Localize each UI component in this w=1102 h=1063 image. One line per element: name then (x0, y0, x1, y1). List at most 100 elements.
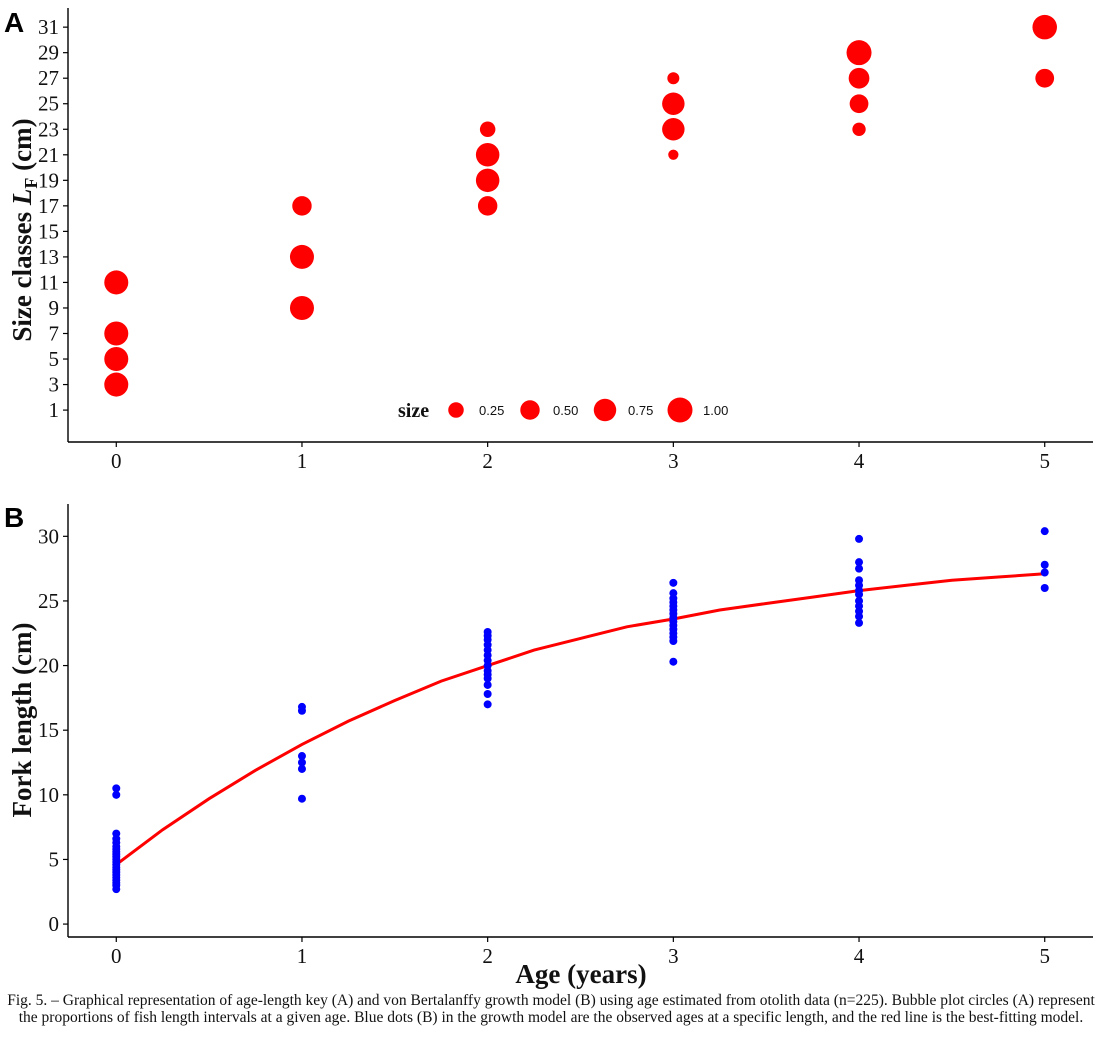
observed-point (297, 794, 306, 803)
panel-a-x-tick-label: 1 (297, 449, 308, 473)
panel-b-x-tick-label: 1 (297, 944, 308, 968)
legend-key (448, 402, 464, 418)
panel-a-x-tick-label: 0 (111, 449, 122, 473)
observed-point (112, 790, 121, 799)
panel-b-y-tick-label: 15 (38, 718, 59, 742)
bubble-point (849, 94, 869, 114)
observed-point (669, 657, 678, 666)
panel-b: B Fork length (cm) Age (years) 051015202… (4, 502, 1093, 989)
panel-a-y-tick-label: 25 (38, 92, 59, 116)
bubble-point (289, 295, 314, 320)
panel-a-y-tick-label: 15 (38, 219, 59, 243)
panel-b-dots (112, 527, 1049, 894)
chart-svg: A Size classes LF (cm) 13579111315171921… (4, 7, 1093, 989)
panel-a-y-title-unit: (cm) (7, 118, 37, 177)
panel-a-y-tick-label: 3 (49, 373, 60, 397)
observed-point (297, 758, 306, 767)
panel-b-y-tick-label: 25 (38, 589, 59, 613)
panel-a-y-title-italic: L (7, 189, 37, 207)
legend-label: 0.25 (479, 403, 504, 418)
panel-b-x-tick-label: 0 (111, 944, 122, 968)
observed-point (112, 784, 121, 793)
observed-point (483, 627, 492, 636)
panel-b-y-tick-label: 20 (38, 654, 59, 678)
figure-caption: Fig. 5. – Graphical representation of ag… (7, 992, 1095, 1026)
size-legend: size 0.25 0.50 0.75 1.00 (398, 397, 728, 423)
observed-point (855, 618, 864, 627)
observed-point (1040, 584, 1049, 593)
bubble-point (475, 143, 500, 167)
panel-a-y-tick-label: 23 (38, 117, 59, 141)
bubble-point (667, 72, 680, 85)
bubble-point (477, 196, 498, 216)
observed-point (855, 558, 864, 567)
observed-point (112, 829, 121, 838)
panel-b-y-axis-title: Fork length (cm) (7, 623, 37, 818)
panel-a-y-axis-title: Size classes LF (cm) (7, 118, 41, 341)
observed-point (483, 680, 492, 689)
observed-point (669, 578, 678, 587)
x-axis-title: Age (years) (515, 959, 646, 989)
panel-a-y-tick-label: 21 (38, 143, 59, 167)
observed-point (855, 596, 864, 605)
panel-a-y-tick-label: 17 (38, 194, 59, 218)
bubble-point (104, 347, 129, 372)
panel-b-x-tick-label: 5 (1039, 944, 1050, 968)
bubble-point (668, 149, 679, 160)
bubble-point (104, 321, 129, 346)
panel-a: A Size classes LF (cm) 13579111315171921… (4, 7, 1093, 473)
legend-key (593, 398, 617, 422)
panel-b-x-tick-label: 3 (668, 944, 679, 968)
bubble-point (104, 270, 129, 295)
observed-point (669, 589, 678, 598)
panel-a-y-tick-label: 7 (49, 322, 60, 346)
panel-b-label: B (4, 502, 24, 533)
panel-a-y-tick-label: 5 (49, 347, 60, 371)
legend-key (520, 400, 540, 420)
observed-point (855, 534, 864, 543)
bubble-point (289, 244, 314, 269)
panel-b-y-tick-label: 10 (38, 783, 59, 807)
panel-a-x-tick-label: 2 (482, 449, 493, 473)
panel-b-y-tick-label: 30 (38, 524, 59, 548)
panel-a-y-tick-label: 27 (38, 66, 59, 90)
growth-curve (115, 572, 1045, 866)
panel-a-bubbles (104, 14, 1057, 397)
bubble-point (104, 372, 129, 397)
panel-b-axes: 0 5 10 15 20 25 30 0 1 2 3 4 5 (38, 504, 1093, 968)
observed-point (1040, 568, 1049, 577)
observed-point (855, 564, 864, 573)
observed-point (483, 700, 492, 709)
legend-title: size (398, 400, 429, 422)
panel-a-y-tick-label: 19 (38, 168, 59, 192)
legend-label: 1.00 (703, 403, 728, 418)
observed-point (855, 576, 864, 585)
bubble-point (475, 168, 500, 193)
legend-label: 0.50 (553, 403, 578, 418)
panel-a-y-title-main: Size classes (7, 205, 37, 341)
panel-b-x-tick-label: 2 (482, 944, 493, 968)
bubble-point (1032, 14, 1057, 40)
panel-b-x-tick-label: 4 (854, 944, 865, 968)
bubble-point (662, 92, 685, 115)
observed-point (297, 752, 306, 761)
observed-point (1040, 560, 1049, 569)
panel-a-x-tick-label: 4 (854, 449, 865, 473)
legend-label: 0.75 (628, 403, 653, 418)
panel-a-y-tick-label: 11 (39, 270, 59, 294)
panel-a-y-tick-label: 31 (38, 15, 59, 39)
observed-point (483, 690, 492, 699)
bubble-point (848, 67, 870, 89)
panel-b-y-tick-label: 5 (49, 847, 60, 871)
panel-b-y-tick-label: 0 (49, 912, 60, 936)
bubble-point (1035, 68, 1055, 88)
panel-a-x-tick-label: 3 (668, 449, 679, 473)
observed-point (297, 764, 306, 773)
bubble-point (662, 118, 685, 141)
bubble-point (846, 40, 872, 66)
panel-b-curve-group (115, 572, 1045, 866)
panel-a-y-tick-label: 1 (49, 398, 60, 422)
legend-key (667, 397, 693, 423)
panel-a-label: A (4, 7, 24, 38)
